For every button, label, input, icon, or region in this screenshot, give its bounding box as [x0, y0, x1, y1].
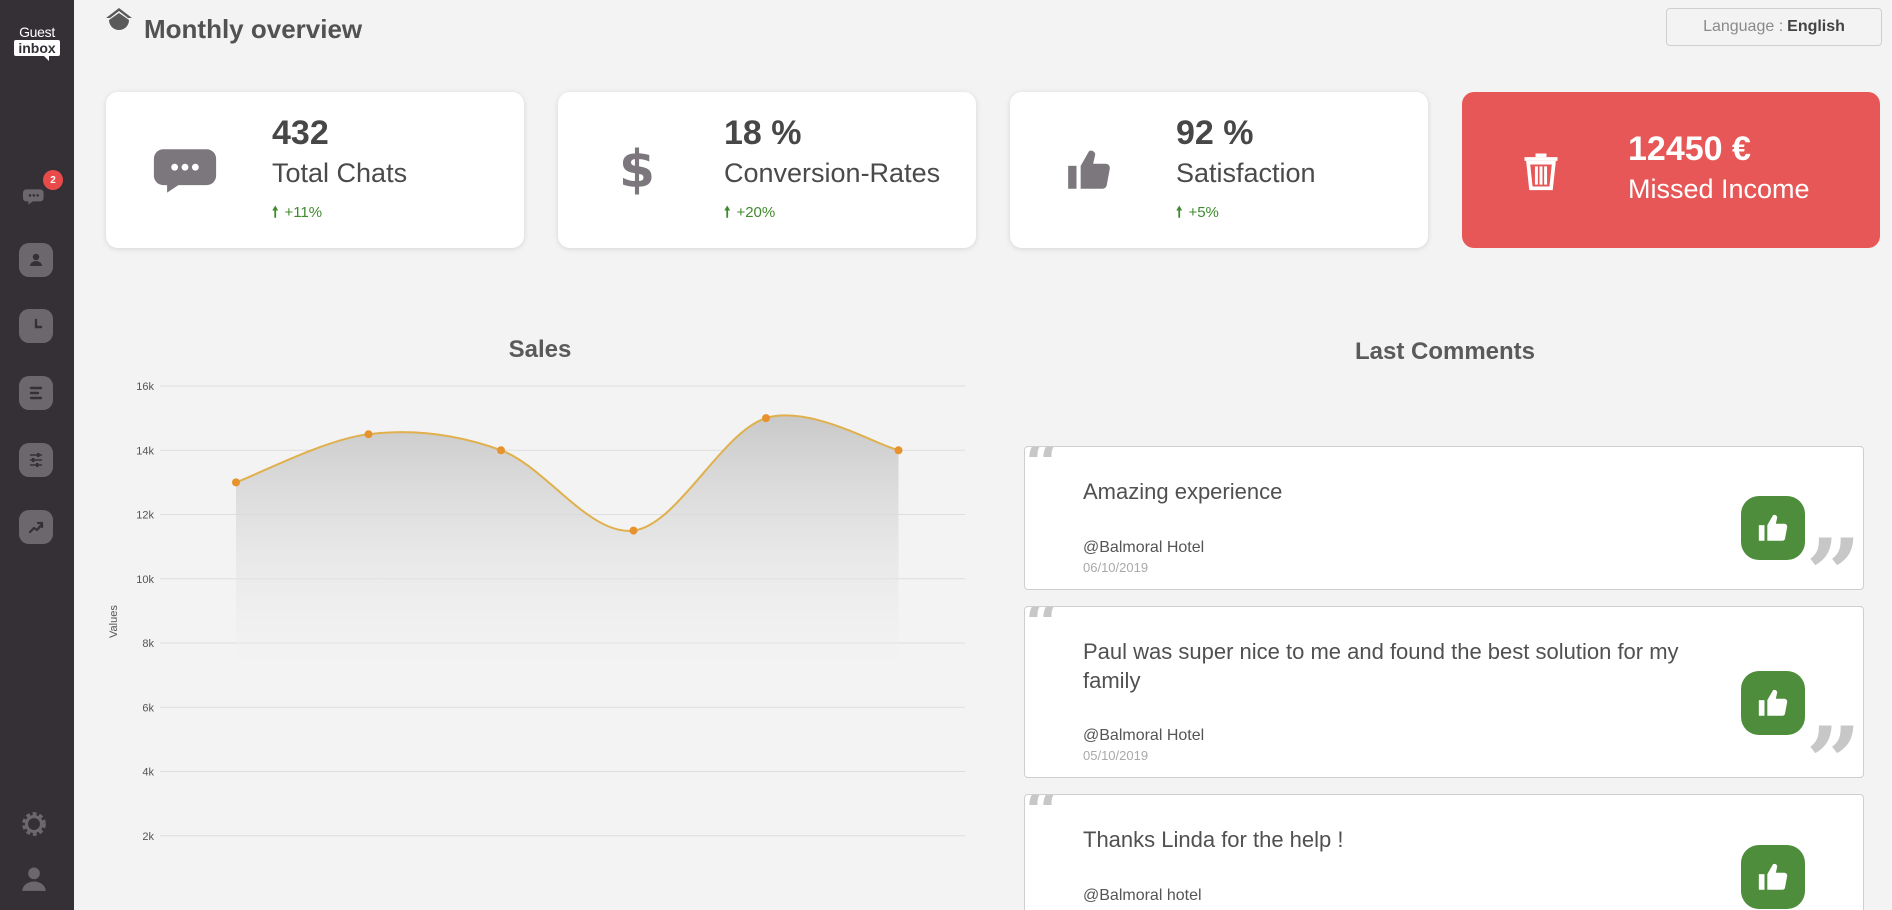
quote-open-icon: “ [1025, 794, 1061, 848]
stat-change: 🠕 +5% [1176, 202, 1219, 227]
thumbs-up-icon [1054, 142, 1124, 198]
clock-icon [34, 318, 43, 329]
sidebar-item-chats[interactable]: 2 [19, 170, 63, 214]
stat-value: 432 [272, 114, 329, 152]
stat-value: 92 % [1176, 114, 1254, 152]
data-point[interactable] [232, 478, 240, 487]
chat-count-badge: 2 [43, 170, 63, 190]
user-icon [30, 253, 42, 266]
logo-top-text: Guest [19, 24, 55, 40]
comment-author: @Balmoral hotel [1083, 887, 1202, 904]
comment-card: “ Amazing experience @Balmoral Hotel 06/… [1024, 446, 1864, 590]
stat-change-value: +5% [1188, 204, 1219, 221]
comment-date: 06/10/2019 [1083, 560, 1149, 575]
quote-close-icon: ” [1805, 518, 1861, 590]
list-icon [29, 386, 43, 400]
sales-chart: 2k 4k 6k 8k 10k 12k 14k 16k [136, 381, 965, 843]
app-logo[interactable]: Guest inbox [14, 24, 60, 61]
y-tick-label: 2k [142, 831, 154, 843]
gear-icon [22, 812, 46, 836]
y-tick-label: 4k [142, 767, 154, 779]
language-value: English [1787, 18, 1845, 35]
stat-card-missed-income: 12450 € Missed Income [1462, 92, 1880, 248]
dollar-icon: $ [618, 140, 656, 200]
arrow-up-icon: 🠕 [724, 204, 731, 221]
comment-text: Amazing experience [1083, 479, 1283, 504]
sidebar-item-users[interactable] [19, 243, 53, 277]
comment-card: “ Paul was super nice to me and found th… [1024, 606, 1864, 778]
quote-close-icon: ” [1805, 706, 1861, 778]
quote-open-icon: “ [1025, 606, 1061, 660]
language-label: Language : [1703, 18, 1784, 35]
stat-change: 🠕 +11% [272, 202, 322, 227]
y-tick-label: 10k [136, 574, 154, 586]
chat-bubble-icon [150, 142, 220, 198]
sidebar-item-settings-filters[interactable] [19, 443, 53, 477]
like-button[interactable] [1741, 671, 1805, 735]
stat-value: 18 % [724, 114, 802, 152]
stat-label: Missed Income [1628, 174, 1810, 204]
account-button[interactable] [18, 862, 50, 894]
sidebar-item-analytics[interactable] [19, 510, 53, 544]
comment-card: “ Thanks Linda for the help ! @Balmoral … [1024, 794, 1864, 910]
comment-text: Paul was super nice to me and found the … [1083, 639, 1679, 693]
data-point[interactable] [497, 446, 505, 455]
settings-button[interactable] [18, 808, 50, 840]
y-tick-label: 16k [136, 381, 154, 393]
comment-date: 05/10/2019 [1083, 748, 1149, 763]
stat-change-value: +20% [736, 204, 776, 221]
thumbs-up-icon [1758, 863, 1788, 890]
trend-icon [28, 521, 44, 534]
sales-area [236, 415, 899, 660]
thumbs-up-icon [1758, 514, 1788, 541]
comments-title: Last Comments [1354, 338, 1536, 365]
sidebar-item-history[interactable] [19, 309, 53, 343]
data-point[interactable] [762, 414, 770, 423]
logo-bottom-text: inbox [14, 40, 60, 61]
y-tick-label: 12k [136, 510, 154, 522]
comment-author: @Balmoral Hotel [1083, 727, 1205, 744]
chat-icon [23, 189, 44, 205]
stat-label: Total Chats [272, 158, 408, 188]
stat-label: Conversion-Rates [724, 158, 941, 188]
y-tick-label: 6k [142, 702, 154, 714]
arrow-up-icon: 🠕 [1176, 204, 1183, 221]
y-tick-label: 8k [142, 638, 154, 650]
y-tick-label: 14k [136, 445, 154, 457]
sales-chart-title: Sales [508, 336, 572, 363]
data-point[interactable] [629, 526, 638, 535]
stat-label: Satisfaction [1176, 158, 1316, 188]
comment-text: Thanks Linda for the help ! [1083, 827, 1344, 852]
data-point[interactable] [364, 430, 373, 439]
page-title: Monthly overview [144, 14, 363, 44]
stat-change: 🠕 +20% [724, 202, 775, 227]
stat-card-satisfaction: 92 % Satisfaction 🠕 +5% [1010, 92, 1428, 248]
sliders-icon [30, 453, 42, 467]
data-point[interactable] [894, 446, 903, 455]
home-icon [106, 8, 132, 30]
thumbs-up-icon [1758, 689, 1788, 716]
stat-value: 12450 € [1628, 130, 1751, 168]
stat-card-total-chats: 432 Total Chats 🠕 +11% [106, 92, 524, 248]
arrow-up-icon: 🠕 [272, 204, 279, 221]
stat-change-value: +11% [284, 204, 323, 221]
quote-open-icon: “ [1025, 446, 1061, 500]
sidebar-item-reports[interactable] [19, 376, 53, 410]
trash-icon [1506, 142, 1576, 198]
sales-line [235, 414, 899, 532]
stat-card-conversion-rates: $ 18 % Conversion-Rates 🠕 +20% [558, 92, 976, 248]
language-selector[interactable]: Language : English [1666, 8, 1882, 46]
sidebar: Guest inbox 2 [0, 0, 74, 910]
account-icon [22, 867, 46, 891]
comment-author: @Balmoral Hotel [1083, 539, 1205, 556]
like-button[interactable] [1741, 845, 1805, 909]
like-button[interactable] [1741, 496, 1805, 560]
